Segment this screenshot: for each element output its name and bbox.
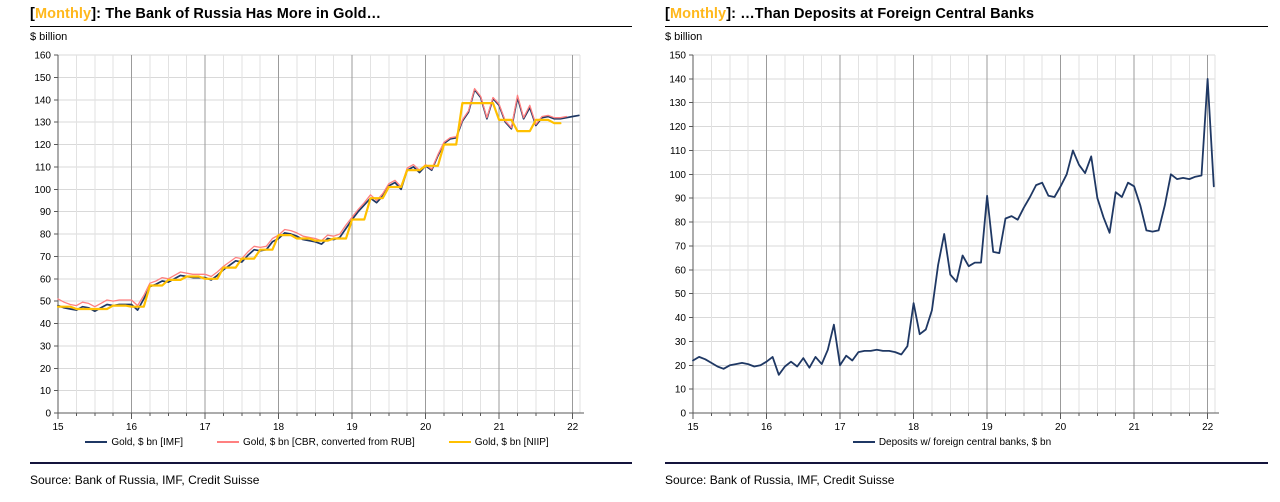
svg-text:160: 160	[34, 51, 51, 62]
series-line-0	[692, 78, 1215, 376]
svg-text:150: 150	[34, 73, 51, 84]
svg-text:16: 16	[126, 422, 138, 433]
svg-text:90: 90	[675, 194, 687, 205]
svg-text:10: 10	[40, 386, 52, 397]
svg-text:20: 20	[1055, 422, 1067, 433]
svg-text:130: 130	[34, 118, 51, 129]
svg-text:16: 16	[761, 422, 773, 433]
source-note: Source: Bank of Russia, IMF, Credit Suis…	[665, 473, 895, 487]
svg-text:20: 20	[40, 364, 52, 375]
svg-text:30: 30	[40, 341, 52, 352]
svg-text:40: 40	[40, 319, 52, 330]
legend-line-swatch-icon	[448, 441, 471, 443]
svg-text:70: 70	[40, 252, 52, 263]
y-axis-labels: 0 10 20 30 40 50 60 70 80 90 100 110 120 130 140 150	[669, 51, 693, 420]
series-line-0	[57, 88, 580, 313]
svg-text:120: 120	[669, 122, 686, 133]
title-bracket-open: [	[665, 6, 670, 22]
svg-text:60: 60	[675, 265, 687, 276]
svg-text:21: 21	[1129, 422, 1141, 433]
gridlines	[693, 54, 1216, 413]
svg-text:22: 22	[567, 422, 579, 433]
svg-text:80: 80	[40, 230, 52, 241]
legend-label: Gold, $ bn [CBR, converted from RUB]	[243, 436, 415, 448]
y-axis-unit-label: $ billion	[30, 31, 68, 43]
series-line-1	[57, 87, 568, 308]
svg-text:50: 50	[675, 289, 687, 300]
title-bracket-open: [	[30, 6, 35, 22]
legend-line-swatch-icon	[217, 441, 240, 443]
svg-text:15: 15	[52, 422, 64, 433]
legend-item: Gold, $ bn [CBR, converted from RUB]	[217, 437, 415, 448]
series-line-2	[56, 101, 562, 311]
svg-text:19: 19	[982, 422, 994, 433]
source-note: Source: Bank of Russia, IMF, Credit Suis…	[30, 473, 260, 487]
legend-label: Deposits w/ foreign central banks, $ bn	[878, 436, 1052, 448]
legend-label: Gold, $ bn [IMF]	[111, 436, 184, 448]
svg-text:40: 40	[675, 313, 687, 324]
legend-line-swatch-icon	[852, 441, 875, 443]
chart-legend: Deposits w/ foreign central banks, $ bn	[665, 435, 1239, 449]
axes	[692, 55, 1219, 414]
svg-text:10: 10	[675, 385, 687, 396]
svg-text:17: 17	[199, 422, 211, 433]
legend-label: Gold, $ bn [NIIP]	[474, 436, 549, 448]
legend-item: Gold, $ bn [NIIP]	[448, 436, 549, 448]
legend-item: Gold, $ bn [IMF]	[85, 437, 183, 448]
svg-text:140: 140	[34, 95, 51, 106]
chart-legend: Gold, $ bn [IMF] Gold, $ bn [CBR, convert…	[30, 435, 604, 449]
svg-text:21: 21	[494, 422, 506, 433]
svg-text:22: 22	[1202, 422, 1214, 433]
x-axis-labels: 15 16 17 18 19 20 21 22	[52, 413, 579, 433]
svg-text:17: 17	[834, 422, 846, 433]
panel-bottom-rule	[665, 462, 1268, 464]
charts-row: [Monthly]: The Bank of Russia Has More i…	[30, 6, 1268, 487]
chart-title: [Monthly]: The Bank of Russia Has More i…	[30, 6, 632, 27]
svg-text:140: 140	[669, 74, 686, 85]
title-text: ]: The Bank of Russia Has More in Gold…	[91, 6, 382, 22]
title-accent: Monthly	[669, 6, 727, 22]
svg-text:120: 120	[34, 140, 51, 151]
svg-text:110: 110	[670, 146, 686, 157]
svg-text:19: 19	[347, 422, 359, 433]
panel-bottom-rule	[30, 462, 632, 464]
svg-text:100: 100	[669, 170, 686, 181]
svg-text:70: 70	[675, 241, 687, 252]
chart-title: [Monthly]: …Than Deposits at Foreign Cen…	[665, 6, 1268, 27]
svg-text:150: 150	[669, 51, 686, 62]
svg-text:18: 18	[908, 422, 920, 433]
svg-text:110: 110	[35, 162, 51, 173]
svg-text:80: 80	[675, 218, 687, 229]
panel-gold: [Monthly]: The Bank of Russia Has More i…	[30, 6, 632, 487]
svg-text:20: 20	[420, 422, 432, 433]
svg-text:60: 60	[40, 274, 52, 285]
legend-line-swatch-icon	[85, 441, 108, 443]
svg-text:0: 0	[45, 409, 51, 420]
x-axis-labels: 15 16 17 18 19 20 21 22	[687, 413, 1214, 433]
svg-text:50: 50	[40, 297, 52, 308]
y-axis-labels: 0 10 20 30 40 50 60 70 80 90 100 110 120 130 140 150 160	[34, 51, 58, 420]
svg-text:20: 20	[675, 361, 687, 372]
chart-canvas: 0102030405060708090100110120130140150160…	[34, 51, 584, 433]
svg-text:18: 18	[273, 422, 285, 433]
gridlines	[58, 54, 581, 413]
y-axis-unit-label: $ billion	[665, 31, 703, 43]
svg-text:15: 15	[687, 422, 699, 433]
title-accent: Monthly	[34, 6, 92, 22]
svg-text:90: 90	[40, 207, 52, 218]
svg-text:0: 0	[680, 409, 686, 420]
svg-text:30: 30	[675, 337, 687, 348]
svg-text:130: 130	[669, 98, 686, 109]
panel-deposits: [Monthly]: …Than Deposits at Foreign Cen…	[665, 6, 1268, 487]
legend-item: Deposits w/ foreign central banks, $ bn	[852, 436, 1052, 448]
svg-text:100: 100	[34, 185, 51, 196]
title-text: ]: …Than Deposits at Foreign Central Ban…	[726, 6, 1035, 22]
